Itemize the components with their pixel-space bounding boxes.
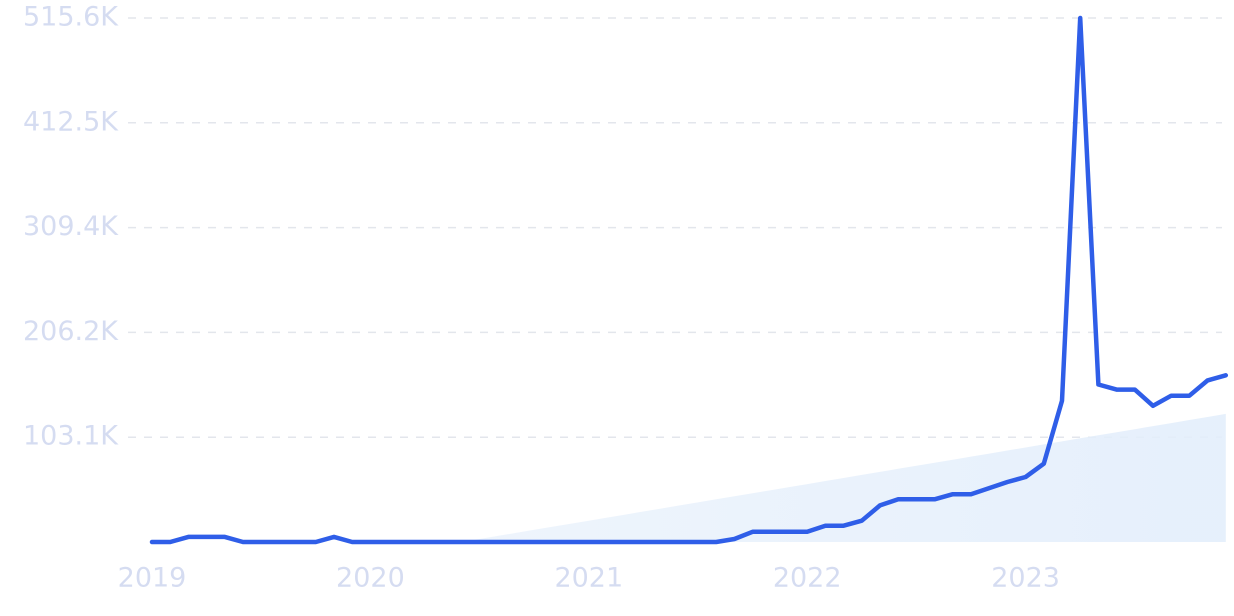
data-line (149, 15, 1229, 545)
x-tick-label: 2020 (336, 563, 405, 594)
trend-area (461, 413, 1226, 542)
y-tick-label: 412.5K (23, 106, 119, 137)
x-tick-label: 2023 (991, 563, 1060, 594)
x-tick-label: 2019 (118, 563, 187, 594)
x-tick-label: 2021 (554, 563, 623, 594)
y-tick-label: 515.6K (23, 2, 119, 33)
y-tick-label: 206.2K (23, 316, 119, 347)
y-tick-label: 309.4K (23, 211, 119, 242)
x-tick-label: 2022 (773, 563, 842, 594)
y-tick-label: 103.1K (23, 421, 119, 452)
